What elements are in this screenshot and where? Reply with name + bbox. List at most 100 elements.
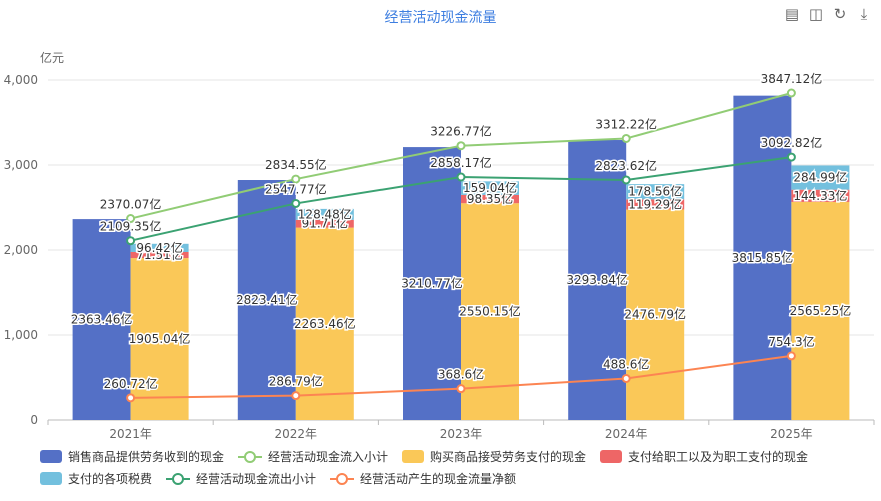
series-point (126, 214, 136, 224)
bar-outflow (791, 165, 850, 190)
series-point (621, 175, 631, 185)
bar-outflow (626, 184, 685, 200)
bar-label-outflow: 2565.25亿 (790, 303, 852, 318)
line-label: 2823.62亿 (595, 158, 657, 173)
bar-inflow (568, 140, 627, 420)
legend-swatch (238, 450, 263, 463)
x-tick-label: 2022年 (275, 427, 318, 441)
line-label: 488.6亿 (603, 356, 649, 371)
bar-outflow (461, 194, 519, 204)
line-label: 3847.12亿 (761, 71, 823, 86)
legend-item[interactable]: 支付的各项税费 (40, 467, 152, 489)
bar-outflow (626, 209, 685, 420)
line-label: 368.6亿 (438, 367, 484, 382)
line-label: 3312.22亿 (595, 116, 657, 131)
legend-swatch (600, 449, 623, 463)
line-label: 2547.77亿 (265, 181, 327, 196)
x-tick-label: 2021年 (109, 427, 152, 441)
bar-label-outflow: 2550.15亿 (459, 304, 521, 319)
bar-outflow (295, 227, 354, 420)
legend-label: 经营活动产生的现金流量净额 (360, 471, 517, 486)
series-point (456, 141, 466, 151)
series-point (786, 88, 796, 98)
series-point (786, 351, 796, 361)
bar-label-inflow: 2823.41亿 (236, 292, 298, 307)
line-label: 2834.55亿 (265, 157, 327, 172)
legend-item[interactable]: 经营活动现金流入小计 (238, 445, 388, 467)
legend-label: 支付给职工以及为职工支付的现金 (628, 449, 809, 464)
y-tick-label: 2,000 (4, 243, 38, 257)
bar-label-outflow: 284.99亿 (793, 170, 847, 185)
legend-item[interactable]: 销售商品提供劳务收到的现金 (40, 445, 224, 467)
bar-outflow (295, 208, 354, 220)
bar-outflow (130, 258, 189, 420)
line-label: 2858.17亿 (430, 155, 492, 170)
line-label: 2109.35亿 (100, 219, 162, 234)
series-point (291, 174, 301, 184)
chart-toolbar: ▤ ◫ ↻ ⤓ (783, 5, 873, 23)
legend-item[interactable]: 经营活动现金流出小计 (166, 467, 316, 489)
bar-label-outflow: 91.71亿 (302, 216, 348, 231)
y-tick-label: 1,000 (4, 328, 38, 342)
bar-outflow (461, 181, 519, 195)
legend-item[interactable]: 支付给职工以及为职工支付的现金 (600, 445, 808, 467)
bar-outflow (295, 219, 354, 228)
legend-item[interactable]: 经营活动产生的现金流量净额 (330, 467, 516, 489)
legend-label: 销售商品提供劳务收到的现金 (68, 449, 225, 464)
legend-label: 经营活动现金流出小计 (196, 471, 317, 486)
legend-swatch (40, 471, 62, 485)
bar-label-outflow: 96.42亿 (136, 240, 182, 255)
legend-swatch (166, 472, 191, 485)
line-label: 260.72亿 (104, 376, 158, 391)
bar-inflow (403, 147, 461, 421)
data-view-icon[interactable]: ▤ (784, 5, 800, 23)
line-label: 3092.82亿 (761, 135, 823, 150)
chart-legend: 销售商品提供劳务收到的现金 经营活动现金流入小计 购买商品接受劳务支付的现金 支付给职… (40, 445, 870, 489)
series-point (291, 391, 301, 401)
y-tick-label: 4,000 (4, 73, 38, 87)
y-tick-label: 0 (30, 413, 38, 427)
bar-label-outflow: 159.04亿 (463, 180, 517, 195)
save-image-icon[interactable]: ⤓ (860, 5, 868, 23)
bar-outflow (130, 243, 189, 252)
line-label: 3226.77亿 (430, 124, 492, 139)
bar-outflow (791, 189, 850, 202)
chart-title: 经营活动现金流量 (384, 10, 497, 26)
bar-outflow (461, 203, 519, 420)
x-tick-label: 2024年 (605, 427, 648, 441)
legend-item[interactable]: 购买商品接受劳务支付的现金 (402, 445, 586, 467)
line-label: 286.79亿 (269, 374, 323, 389)
legend-swatch (402, 449, 425, 463)
line-label: 2370.07亿 (100, 197, 162, 212)
legend-swatch (330, 472, 355, 485)
bar-outflow (791, 201, 850, 420)
bar-outflow (626, 199, 685, 210)
magic-type-icon[interactable]: ◫ (808, 5, 824, 23)
series-point (456, 384, 466, 394)
bar-label-outflow: 98.35亿 (467, 191, 513, 206)
y-axis-label: 亿元 (40, 50, 64, 65)
y-tick-label: 3,000 (4, 158, 38, 172)
bar-outflow (130, 251, 189, 259)
bar-label-outflow: 119.29亿 (628, 196, 682, 211)
series-point (621, 133, 631, 143)
bar-inflow (237, 180, 296, 420)
bar-label-outflow: 2476.79亿 (624, 307, 686, 322)
restore-icon[interactable]: ↻ (833, 5, 847, 23)
x-tick-label: 2023年 (440, 427, 483, 441)
bar-label-inflow: 3815.85亿 (732, 250, 794, 265)
legend-label: 购买商品接受劳务支付的现金 (430, 449, 587, 464)
series-point (126, 393, 136, 403)
bar-label-inflow: 2363.46亿 (71, 312, 133, 327)
bar-label-outflow: 2263.46亿 (294, 316, 356, 331)
bar-label-outflow: 128.48亿 (298, 206, 352, 221)
series-point (621, 373, 631, 383)
bar-label-outflow: 144.33亿 (793, 188, 847, 203)
bar-label-outflow: 71.51亿 (136, 247, 182, 262)
bar-inflow (72, 219, 131, 420)
x-tick-label: 2025年 (770, 427, 813, 441)
legend-label: 支付的各项税费 (68, 471, 153, 486)
bar-label-outflow: 1905.04亿 (129, 331, 191, 346)
bar-inflow (733, 95, 792, 421)
